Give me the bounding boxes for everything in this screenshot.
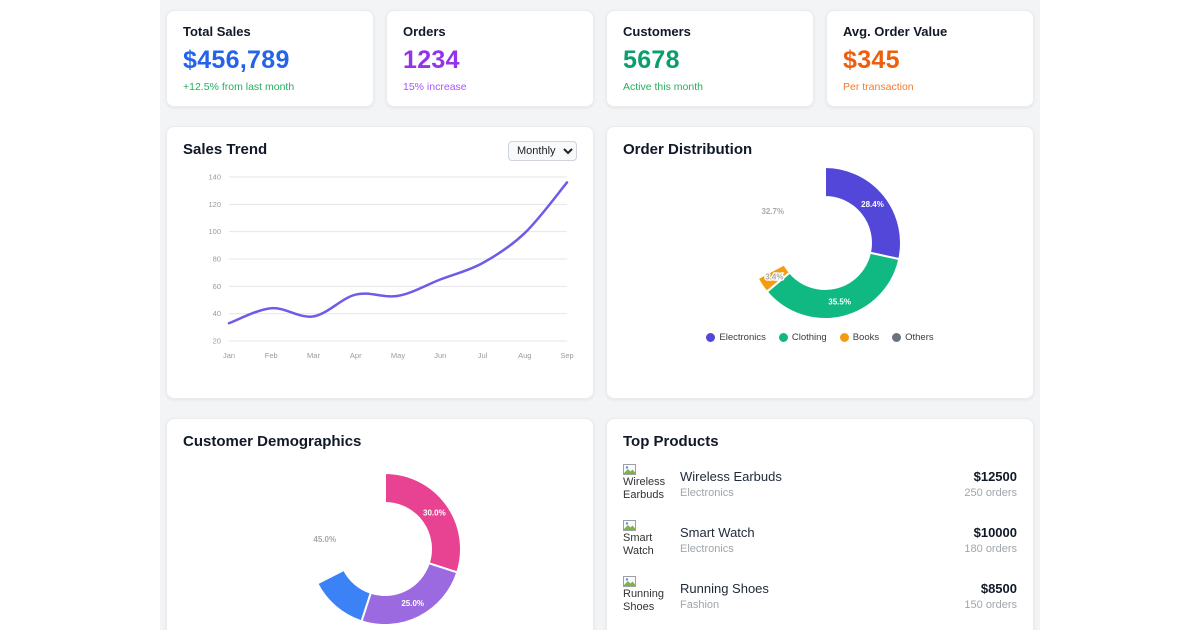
svg-text:Jun: Jun xyxy=(434,351,446,360)
legend-item-clothing[interactable]: Clothing xyxy=(778,332,827,343)
stat-card: Orders 1234 15% increase xyxy=(386,10,594,107)
svg-text:Feb: Feb xyxy=(265,351,278,360)
svg-text:Jul: Jul xyxy=(478,351,488,360)
svg-text:60: 60 xyxy=(213,282,221,291)
product-list: Wireless Earbuds Wireless Earbuds Electron… xyxy=(623,456,1017,624)
product-info: Running Shoes Fashion xyxy=(680,581,769,611)
svg-text:Aug: Aug xyxy=(518,351,531,360)
legend-dot xyxy=(778,333,788,342)
stat-value: $345 xyxy=(843,46,900,74)
product-orders: 180 orders xyxy=(964,543,1017,555)
stat-title: Avg. Order Value xyxy=(843,24,948,39)
svg-text:100: 100 xyxy=(208,227,221,236)
demographics-title: Customer Demographics xyxy=(183,433,362,450)
demographics-donut-chart: 30.0% 25.0% 45.0% xyxy=(312,472,462,626)
legend-label: Electronics xyxy=(719,332,766,343)
charts-row: Sales Trend Monthly 20 40 60 80 100 120 140 Jan… xyxy=(166,126,1034,399)
stat-card: Avg. Order Value $345 Per transaction xyxy=(826,10,1034,107)
product-price: $8500 xyxy=(980,581,1017,596)
product-row: Wireless Earbuds Wireless Earbuds Electron… xyxy=(623,456,1017,512)
svg-text:80: 80 xyxy=(213,255,221,264)
product-orders: 250 orders xyxy=(964,487,1017,499)
product-stats: $10000 180 orders xyxy=(964,525,1017,555)
period-select[interactable]: Monthly xyxy=(508,141,577,161)
svg-text:25.0%: 25.0% xyxy=(401,599,424,608)
sales-trend-card: Sales Trend Monthly 20 40 60 80 100 120 140 Jan… xyxy=(166,126,594,399)
product-category: Electronics xyxy=(680,543,734,555)
broken-image-icon xyxy=(623,576,636,587)
svg-text:28.4%: 28.4% xyxy=(861,200,884,209)
svg-text:3.4%: 3.4% xyxy=(765,272,783,281)
svg-text:40: 40 xyxy=(213,309,221,318)
product-stats: $8500 150 orders xyxy=(964,581,1017,611)
svg-text:30.0%: 30.0% xyxy=(423,509,446,518)
product-thumbnail-broken-image: Running Shoes xyxy=(623,576,669,616)
svg-text:32.7%: 32.7% xyxy=(761,207,784,216)
stat-value: $456,789 xyxy=(183,46,290,74)
demographics-card: Customer Demographics 30.0%25.0%45.0% 18… xyxy=(166,418,594,630)
top-products-title: Top Products xyxy=(623,433,719,450)
legend-dot xyxy=(706,333,716,342)
svg-text:20: 20 xyxy=(213,337,221,346)
product-row: Running Shoes Running Shoes Fashion $8500 15… xyxy=(623,568,1017,624)
stat-subtitle: Per transaction xyxy=(843,81,914,93)
dashboard: Total Sales $456,789 +12.5% from last mont… xyxy=(160,0,1040,630)
product-price: $10000 xyxy=(973,525,1017,540)
svg-text:120: 120 xyxy=(208,200,221,209)
top-products-card: Top Products Wireless Earbuds Wireless Ea… xyxy=(606,418,1034,630)
svg-text:140: 140 xyxy=(208,173,221,182)
legend-item-others[interactable]: Others xyxy=(892,332,934,343)
stat-subtitle: 15% increase xyxy=(403,81,467,93)
stat-title: Customers xyxy=(623,24,691,39)
svg-text:35.5%: 35.5% xyxy=(828,298,851,307)
stat-title: Total Sales xyxy=(183,24,251,39)
order-distribution-donut-chart: 28.4% 35.5% 3.4% 32.7% xyxy=(756,166,902,320)
legend-label: Books xyxy=(852,332,880,343)
legend-dot xyxy=(892,333,902,342)
product-name: Running Shoes xyxy=(680,581,769,596)
product-category: Electronics xyxy=(680,487,734,499)
broken-image-icon xyxy=(623,520,636,531)
svg-text:May: May xyxy=(391,351,405,360)
product-info: Wireless Earbuds Electronics xyxy=(680,469,782,499)
legend-dot xyxy=(839,333,849,342)
stat-value: 1234 xyxy=(403,46,460,74)
order-distribution-card: Order Distribution 28.4% 35.5% 3.4% 32.7% E… xyxy=(606,126,1034,399)
svg-text:Apr: Apr xyxy=(350,351,362,360)
legend-item-electronics[interactable]: Electronics xyxy=(706,332,766,343)
legend-label: Clothing xyxy=(791,332,827,343)
stat-title: Orders xyxy=(403,24,446,39)
order-distribution-title: Order Distribution xyxy=(623,141,753,158)
product-name: Wireless Earbuds xyxy=(680,469,782,484)
product-info: Smart Watch Electronics xyxy=(680,525,755,555)
product-price: $12500 xyxy=(973,469,1017,484)
bottom-row: Customer Demographics 30.0% 25.0% 45.0% 18… xyxy=(166,418,1034,630)
product-thumbnail-broken-image: Smart Watch xyxy=(623,520,669,560)
sales-trend-line-chart: 20 40 60 80 100 120 140 Jan Feb Mar Apr May Jun Jul Au… xyxy=(208,173,573,361)
svg-text:Jan: Jan xyxy=(223,351,235,360)
legend-item-books[interactable]: Books xyxy=(839,332,880,343)
sales-trend-title: Sales Trend xyxy=(183,141,268,158)
product-category: Fashion xyxy=(680,599,720,611)
broken-image-icon xyxy=(623,464,636,475)
svg-text:Sep: Sep xyxy=(560,351,573,360)
product-stats: $12500 250 orders xyxy=(964,469,1017,499)
legend-label: Others xyxy=(905,332,934,343)
stat-card: Total Sales $456,789 +12.5% from last mont… xyxy=(166,10,374,107)
product-row: Smart Watch Smart Watch Electronics $10000 1… xyxy=(623,512,1017,568)
stat-value: 5678 xyxy=(623,46,680,74)
stats-row: Total Sales $456,789 +12.5% from last mont… xyxy=(166,10,1034,107)
stat-subtitle: Active this month xyxy=(623,81,703,93)
svg-text:45.0%: 45.0% xyxy=(313,535,336,544)
order-distribution-legend: Electronics Clothing Books Others xyxy=(623,332,1017,343)
product-name: Smart Watch xyxy=(680,525,755,540)
product-orders: 150 orders xyxy=(964,599,1017,611)
product-thumbnail-broken-image: Wireless Earbuds xyxy=(623,464,669,504)
stat-card: Customers 5678 Active this month xyxy=(606,10,814,107)
stat-subtitle: +12.5% from last month xyxy=(183,81,295,93)
svg-text:Mar: Mar xyxy=(307,351,320,360)
